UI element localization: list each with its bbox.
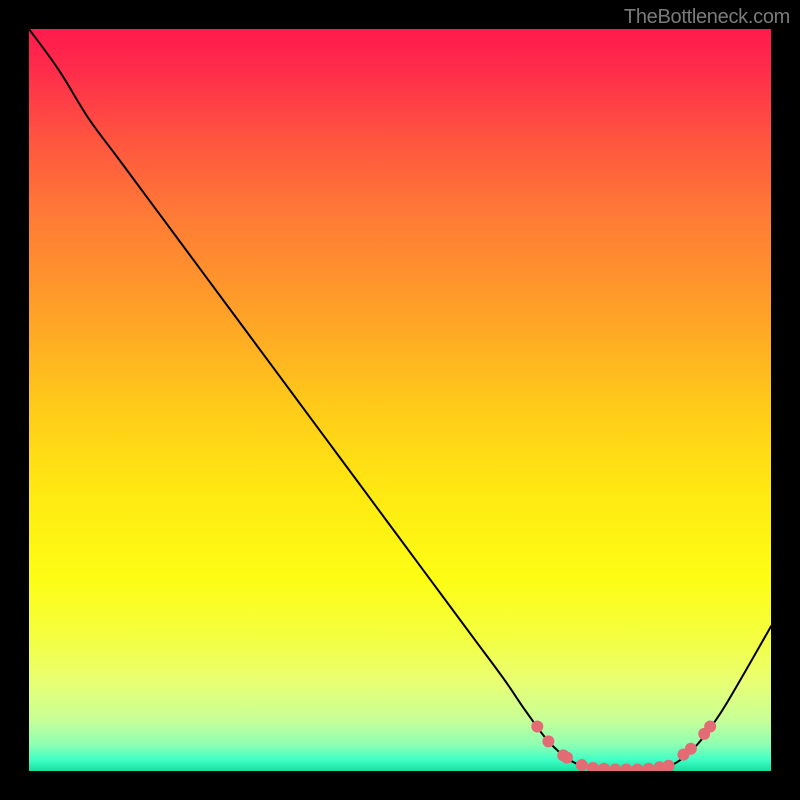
marker-point [561,752,573,764]
plot-area [29,29,771,771]
marker-point [531,720,543,732]
marker-point [542,735,554,747]
gradient-background [29,29,771,771]
marker-point [576,759,588,771]
marker-point [704,720,716,732]
chart-canvas: TheBottleneck.com [0,0,800,800]
chart-svg [29,29,771,771]
marker-point [685,743,697,755]
attribution-text: TheBottleneck.com [624,6,790,29]
